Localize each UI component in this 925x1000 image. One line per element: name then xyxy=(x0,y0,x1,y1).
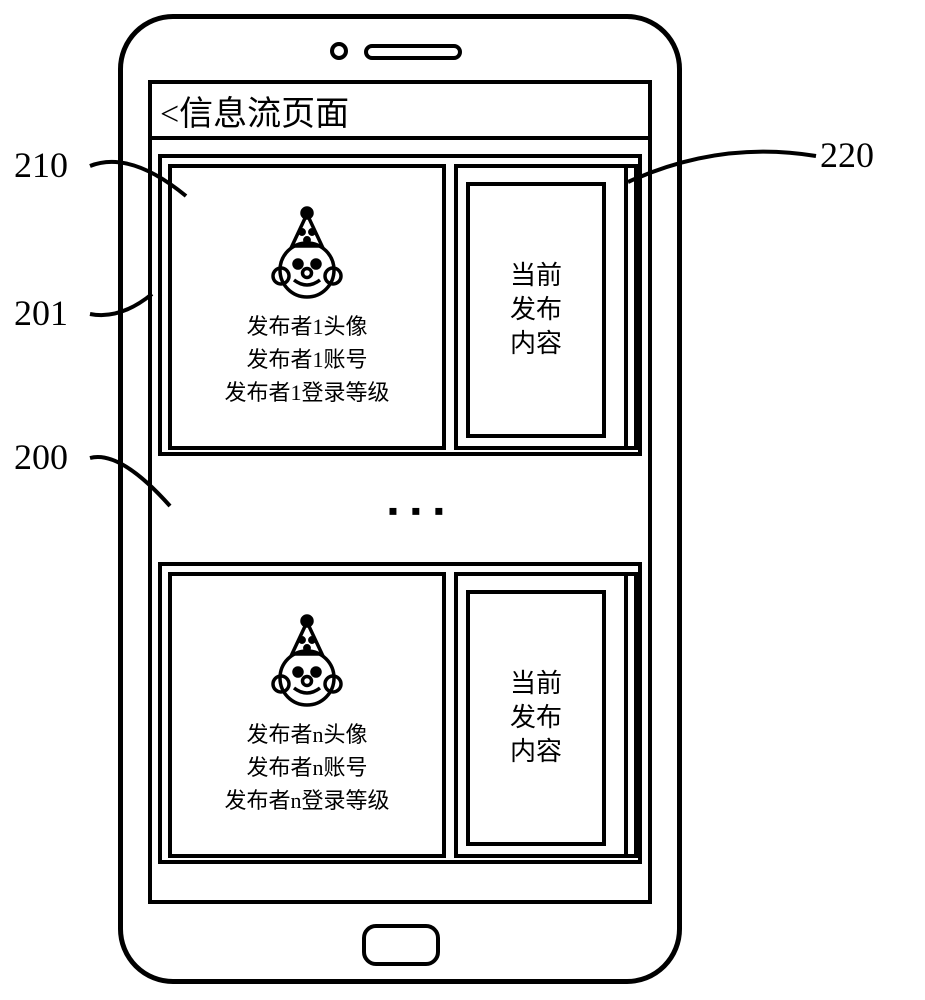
leader-220 xyxy=(0,0,925,1000)
